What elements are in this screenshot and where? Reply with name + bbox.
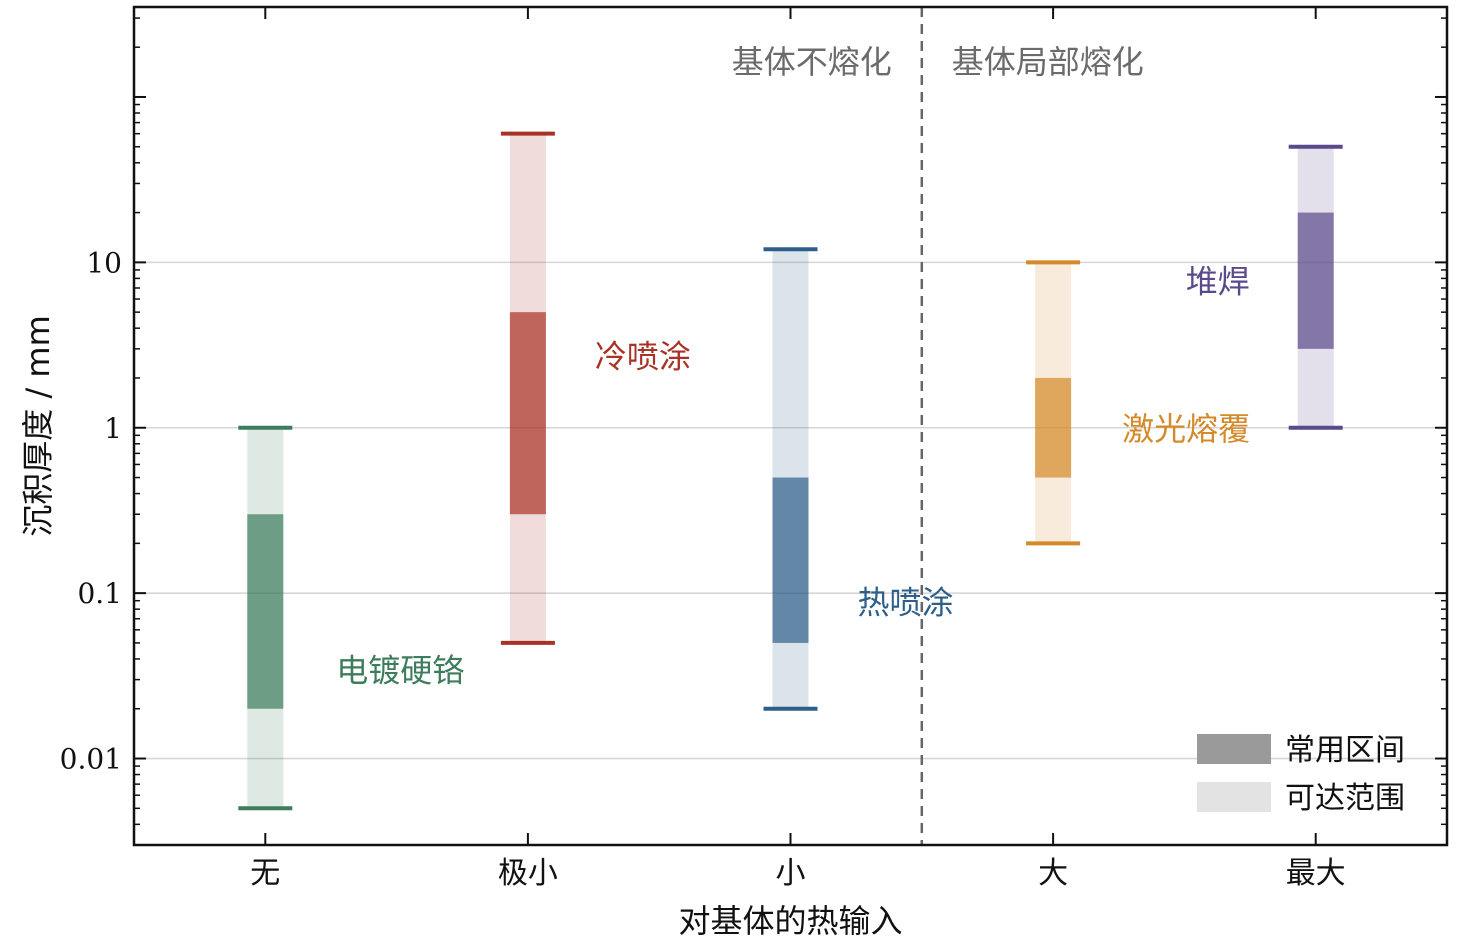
legend: 常用区间 可达范围	[1197, 733, 1405, 816]
y-axis-title: 沉积厚度 / mm	[19, 315, 57, 536]
region-label-no-melt: 基体不熔化	[732, 43, 892, 81]
x-axis-title: 对基体的热输入	[678, 902, 902, 940]
y-tick-label: 0.01	[60, 743, 122, 776]
y-tick-labels: 0.01 0.1 1 10	[60, 246, 122, 775]
x-tick-label: 无	[250, 856, 280, 891]
y-tick-label: 0.1	[77, 577, 122, 610]
legend-label-reachable: 可达范围	[1285, 781, 1405, 816]
common-range-bar	[247, 514, 284, 709]
x-tick-label: 最大	[1286, 856, 1346, 891]
x-tick-label: 大	[1038, 856, 1068, 891]
series-label: 冷喷涂	[595, 337, 691, 375]
x-tick-labels: 无 极小 小 大 最大	[250, 856, 1345, 891]
plot-frame	[132, 5, 1449, 847]
common-range-bar	[772, 477, 809, 643]
x-tick-label: 极小	[498, 856, 558, 891]
y-tick-label: 1	[104, 412, 122, 445]
range-bars	[238, 131, 1343, 811]
series-label: 堆焊	[1186, 263, 1250, 301]
common-range-bar	[509, 312, 546, 515]
x-tick-label: 小	[776, 856, 806, 891]
legend-swatch-reachable	[1197, 782, 1271, 812]
series-label: 电镀硬铬	[336, 651, 464, 689]
series-label: 激光熔覆	[1122, 410, 1250, 448]
y-tick-label: 10	[86, 246, 122, 279]
series-label: 热喷涂	[857, 584, 953, 622]
common-range-bar	[1035, 377, 1072, 478]
common-range-bar	[1297, 212, 1334, 349]
legend-swatch-common	[1197, 734, 1271, 764]
legend-label-common: 常用区间	[1285, 733, 1405, 768]
region-label-partial-melt: 基体局部熔化	[952, 43, 1144, 81]
